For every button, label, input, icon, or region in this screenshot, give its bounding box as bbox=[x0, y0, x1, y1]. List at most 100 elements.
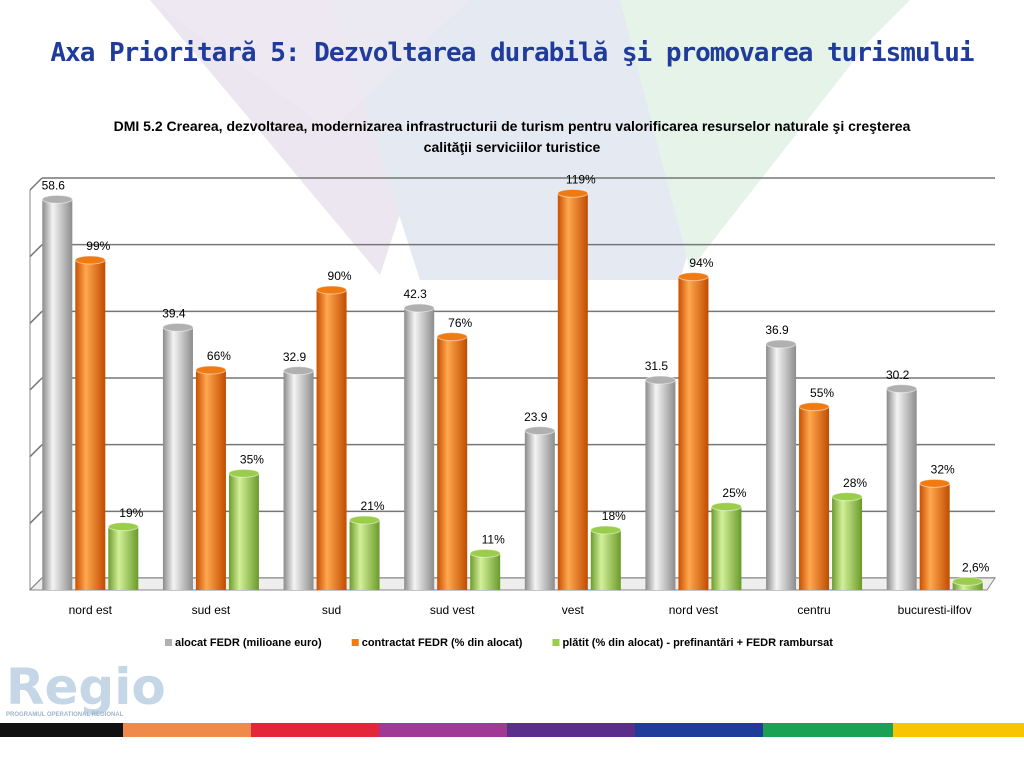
grid-line-side bbox=[29, 310, 43, 324]
bar-cap bbox=[765, 339, 797, 349]
bar bbox=[349, 520, 380, 590]
bar-cap bbox=[74, 255, 106, 265]
value-label: 39.4 bbox=[162, 307, 186, 321]
grid-line-side bbox=[29, 510, 43, 524]
bar bbox=[678, 276, 709, 590]
bar bbox=[195, 370, 226, 590]
value-label: 32% bbox=[931, 463, 955, 477]
bar-cap bbox=[283, 366, 315, 376]
value-label: 31.5 bbox=[645, 359, 669, 373]
bg-shape bbox=[150, 0, 470, 130]
logo-subtitle: PROGRAMUL OPERATIONAL REGIONAL bbox=[6, 712, 124, 718]
x-tick-label: bucuresti-ilfov bbox=[898, 603, 972, 617]
stripe bbox=[893, 723, 1024, 737]
bar-cap bbox=[162, 322, 194, 332]
bar bbox=[283, 370, 314, 590]
value-label: 119% bbox=[566, 173, 596, 187]
value-label: 19% bbox=[119, 506, 143, 520]
bg-shape bbox=[620, 0, 910, 270]
stripe bbox=[507, 723, 635, 737]
bar-cap bbox=[798, 402, 830, 412]
x-tick-label: nord est bbox=[69, 603, 113, 617]
bar-cap bbox=[228, 468, 260, 478]
bar bbox=[645, 380, 676, 590]
bar-cap bbox=[644, 375, 676, 385]
x-tick-label: centru bbox=[797, 603, 830, 617]
x-tick-label: sud bbox=[322, 603, 341, 617]
value-label: 76% bbox=[448, 316, 472, 330]
bar-cap bbox=[41, 194, 73, 204]
bar bbox=[886, 388, 917, 590]
bar bbox=[108, 526, 139, 590]
chart-subtitle: DMI 5.2 Crearea, dezvoltarea, modernizar… bbox=[113, 118, 911, 155]
bar-cap bbox=[436, 332, 468, 342]
value-label: 18% bbox=[602, 509, 626, 523]
bar bbox=[42, 199, 73, 591]
value-label: 28% bbox=[843, 476, 867, 490]
bar bbox=[832, 496, 863, 590]
legend-swatch bbox=[552, 639, 560, 646]
stripe bbox=[123, 723, 251, 737]
bar bbox=[404, 308, 435, 590]
stripe bbox=[251, 723, 379, 737]
stripe bbox=[635, 723, 763, 737]
bar-cap bbox=[107, 522, 139, 532]
bar-cap bbox=[469, 548, 501, 558]
value-label: 94% bbox=[689, 256, 713, 270]
value-label: 2,6% bbox=[962, 561, 990, 575]
bar-cap bbox=[919, 478, 951, 488]
bar-cap bbox=[831, 492, 863, 502]
value-label: 66% bbox=[207, 349, 231, 363]
value-label: 21% bbox=[361, 499, 385, 513]
bar bbox=[799, 406, 830, 590]
bar bbox=[711, 506, 742, 590]
bar bbox=[162, 327, 193, 590]
page-title: Axa Prioritară 5: Dezvoltarea durabilă ş… bbox=[50, 38, 974, 68]
value-label: 32.9 bbox=[283, 350, 307, 364]
bar-cap bbox=[557, 188, 589, 198]
grid-line-side bbox=[29, 444, 43, 458]
legend-label: contractat FEDR (% din alocat) bbox=[362, 637, 523, 649]
bar bbox=[228, 473, 259, 590]
bar-cap bbox=[590, 525, 622, 535]
bar-cap bbox=[952, 576, 984, 586]
bar-cap bbox=[524, 426, 556, 436]
grid-line-side bbox=[29, 177, 43, 191]
x-tick-label: sud est bbox=[192, 603, 231, 617]
stripe bbox=[0, 723, 123, 737]
value-label: 11% bbox=[482, 533, 505, 547]
legend-label: alocat FEDR (milioane euro) bbox=[175, 637, 322, 649]
bar bbox=[437, 336, 468, 590]
bar-cap bbox=[316, 285, 348, 295]
value-label: 35% bbox=[240, 453, 264, 467]
value-label: 30.2 bbox=[886, 368, 910, 382]
x-tick-label: sud vest bbox=[430, 603, 475, 617]
bar bbox=[557, 193, 588, 591]
bar bbox=[590, 530, 621, 590]
value-label: 42.3 bbox=[404, 287, 428, 301]
value-label: 90% bbox=[328, 269, 352, 283]
bar bbox=[470, 553, 501, 590]
bar bbox=[75, 260, 106, 590]
logo: Regio bbox=[6, 658, 166, 716]
value-label: 25% bbox=[722, 486, 746, 500]
stripe bbox=[379, 723, 507, 737]
bar-cap bbox=[195, 365, 227, 375]
bar-cap bbox=[349, 515, 381, 525]
value-label: 23.9 bbox=[524, 410, 548, 424]
bar-cap bbox=[710, 502, 742, 512]
legend-swatch bbox=[165, 639, 172, 646]
bar bbox=[316, 290, 347, 590]
value-label: 99% bbox=[86, 239, 110, 253]
grid-line-side bbox=[29, 377, 43, 391]
value-label: 55% bbox=[810, 386, 834, 400]
bar-cap bbox=[677, 272, 709, 282]
bar-cap bbox=[403, 303, 435, 313]
bar bbox=[766, 344, 797, 590]
x-tick-label: vest bbox=[562, 603, 585, 617]
bar bbox=[524, 430, 555, 590]
x-tick-label: nord vest bbox=[669, 603, 719, 617]
